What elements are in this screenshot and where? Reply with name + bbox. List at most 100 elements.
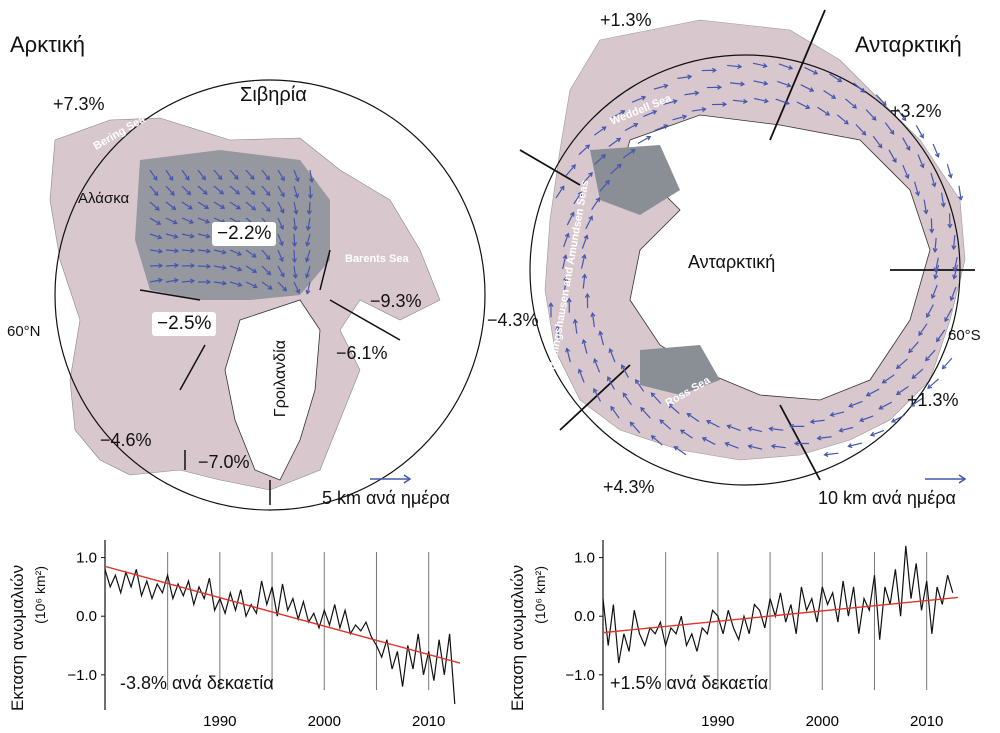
drift-arrow-216 bbox=[653, 83, 669, 90]
drift-arrow-67 bbox=[277, 217, 284, 231]
drift-arrow-191 bbox=[947, 213, 953, 229]
drift-arrow-182 bbox=[800, 84, 815, 92]
drift-arrow-194 bbox=[941, 357, 953, 370]
drift-arrow-49 bbox=[245, 185, 256, 196]
drift-arrow-148 bbox=[878, 401, 893, 410]
drift-arrow-57 bbox=[261, 185, 271, 197]
drift-arrow-0 bbox=[149, 169, 158, 181]
drift-arrow-172 bbox=[594, 154, 606, 165]
drift-arrow-190 bbox=[940, 192, 946, 208]
drift-arrow-84 bbox=[305, 233, 311, 247]
drift-arrow-3 bbox=[149, 217, 162, 225]
region-bering: +7.3% bbox=[53, 94, 105, 114]
drift-arrow-33 bbox=[213, 185, 225, 195]
drift-arrow-137 bbox=[923, 199, 929, 215]
drift-arrow-64 bbox=[277, 169, 285, 182]
drift-arrow-156 bbox=[701, 437, 716, 445]
drift-arrow-184 bbox=[845, 98, 858, 109]
drift-arrow-45 bbox=[229, 249, 243, 256]
region-greenland-sea: −6.1% bbox=[336, 343, 388, 363]
chart-1: 1.0 0.0 −1.0 1990 2000 2010 bbox=[67, 540, 461, 730]
drift-arrow-30 bbox=[197, 263, 212, 269]
drift-arrow-6 bbox=[149, 263, 164, 269]
drift-arrow-69 bbox=[277, 249, 284, 263]
drift-arrow-12 bbox=[165, 233, 179, 239]
drift-arrow-140 bbox=[933, 257, 939, 273]
drift-arrow-150 bbox=[838, 426, 854, 433]
trend-line bbox=[602, 596, 959, 634]
barents-sea-label: Barents Sea bbox=[345, 253, 409, 265]
drift-arrow-152 bbox=[793, 440, 809, 447]
drift-arrow-174 bbox=[624, 122, 639, 132]
drift-arrow-118 bbox=[599, 179, 610, 192]
drift-arrow-111 bbox=[590, 312, 596, 328]
drift-arrow-62 bbox=[261, 265, 272, 276]
drift-arrow-109 bbox=[608, 347, 616, 363]
chart2-ylabel: Εκταση ανωμαλιών bbox=[508, 564, 527, 712]
x-tick-label: 1990 bbox=[701, 713, 734, 730]
anomaly-series-line bbox=[104, 569, 456, 705]
drift-arrow-11 bbox=[165, 217, 178, 225]
region-ross: +4.3% bbox=[603, 477, 655, 497]
y-tick-label: −1.0 bbox=[565, 667, 595, 684]
drift-arrow-155 bbox=[724, 441, 739, 449]
drift-arrow-159 bbox=[640, 406, 651, 419]
drift-arrow-145 bbox=[924, 349, 936, 362]
drift-arrow-168 bbox=[562, 232, 570, 248]
drift-arrow-173 bbox=[608, 137, 622, 148]
drift-arrow-167 bbox=[562, 254, 568, 270]
drift-arrow-146 bbox=[911, 368, 924, 380]
drift-arrow-195 bbox=[927, 378, 939, 389]
drift-arrow-104 bbox=[686, 412, 700, 423]
drift-arrow-189 bbox=[930, 172, 937, 188]
drift-arrow-20 bbox=[181, 233, 195, 239]
siberia-label: Σιβηρία bbox=[240, 84, 307, 106]
x-tick-label: 2000 bbox=[308, 713, 341, 730]
drift-arrow-166 bbox=[563, 275, 569, 292]
drift-arrow-87 bbox=[305, 281, 311, 295]
drift-arrow-100 bbox=[768, 426, 784, 432]
drift-arrow-18 bbox=[181, 201, 193, 210]
drift-arrow-209 bbox=[548, 302, 554, 318]
drift-arrow-136 bbox=[914, 181, 921, 197]
drift-arrow-149 bbox=[859, 415, 874, 423]
drift-arrow-63 bbox=[261, 281, 273, 290]
drift-arrow-143 bbox=[944, 308, 953, 323]
drift-arrow-171 bbox=[582, 171, 593, 184]
drift-arrow-71 bbox=[277, 281, 288, 292]
drift-arrow-58 bbox=[261, 201, 271, 213]
drift-arrow-178 bbox=[706, 84, 723, 90]
drift-arrow-25 bbox=[197, 185, 208, 195]
drift-arrow-56 bbox=[261, 169, 270, 181]
drift-arrow-66 bbox=[277, 201, 285, 214]
drift-arrow-108 bbox=[620, 364, 629, 378]
drift-arrow-129 bbox=[796, 101, 811, 110]
arctic-title: Αρκτική bbox=[10, 32, 86, 57]
drift-arrow-153 bbox=[770, 443, 786, 449]
drift-arrow-229 bbox=[946, 163, 953, 179]
drift-arrow-95 bbox=[865, 388, 880, 397]
drift-arrow-16 bbox=[181, 169, 190, 181]
region-pacific: +1.3% bbox=[907, 390, 959, 410]
drift-arrow-91 bbox=[918, 323, 928, 337]
drift-arrow-46 bbox=[229, 265, 243, 272]
drift-arrow-135 bbox=[902, 164, 910, 180]
drift-arrow-97 bbox=[829, 411, 845, 418]
drift-arrow-2 bbox=[149, 201, 160, 211]
drift-arrow-117 bbox=[591, 197, 601, 211]
trend-line bbox=[104, 565, 461, 664]
drift-arrow-219 bbox=[727, 63, 743, 70]
drift-arrow-187 bbox=[902, 137, 911, 151]
drift-arrow-47 bbox=[229, 281, 243, 288]
chart2-yunit: (10⁶ km²) bbox=[532, 566, 548, 624]
drift-arrow-110 bbox=[598, 330, 605, 346]
drift-arrow-169 bbox=[566, 211, 575, 226]
drift-arrow-1 bbox=[149, 185, 159, 197]
drift-arrow-101 bbox=[747, 426, 763, 433]
drift-arrow-85 bbox=[304, 249, 311, 263]
drift-arrow-121 bbox=[637, 135, 652, 144]
drift-arrow-193 bbox=[952, 256, 958, 272]
drift-arrow-217 bbox=[677, 74, 693, 80]
drift-arrow-212 bbox=[578, 144, 591, 156]
drift-arrow-196 bbox=[910, 397, 923, 407]
